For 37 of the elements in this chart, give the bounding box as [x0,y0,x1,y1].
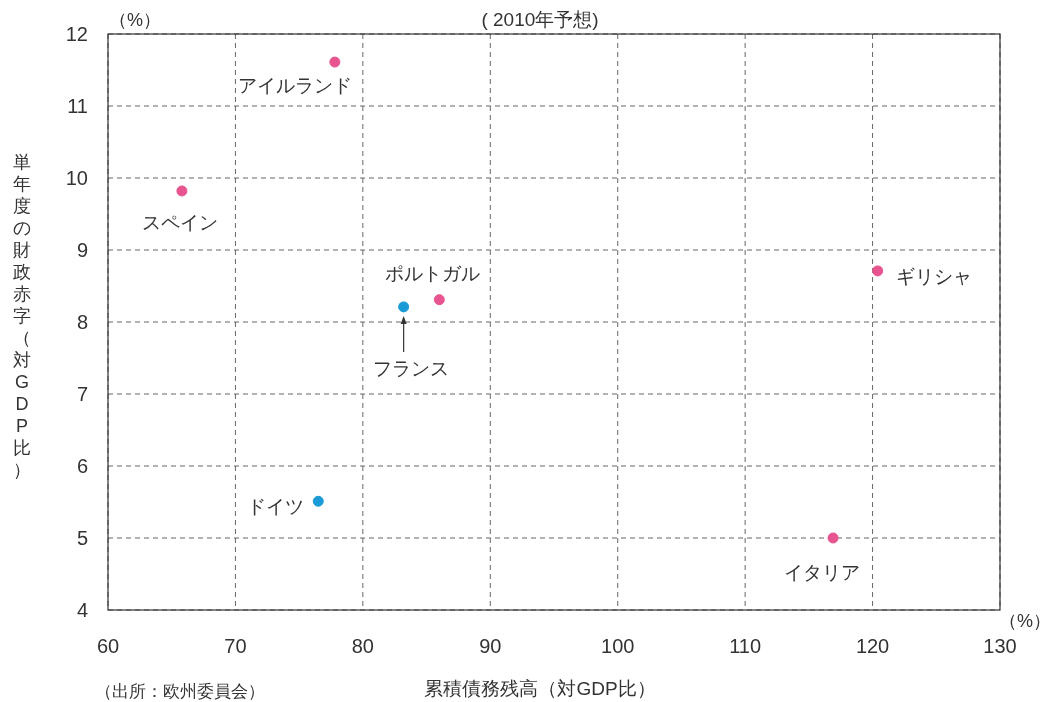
y-tick-label: 11 [67,95,88,117]
x-tick-label: 70 [224,635,247,657]
text: （%） [108,10,162,30]
y-tick-label: 9 [76,239,88,261]
y-tick-label: 10 [65,167,88,189]
x-tick-label: 120 [855,635,890,657]
annotation: ギリシャ [895,265,972,287]
chart-title: ( 2010年予想) [481,9,599,30]
point [827,532,839,544]
annotation: ポルトガル [384,262,480,284]
y-tick-label: 4 [76,599,88,621]
y-tick-label: 8 [76,311,88,333]
x-tick-label: 90 [479,635,502,657]
x-tick-label: 60 [96,635,120,657]
point [176,185,188,197]
x-tick-label: 100 [601,635,635,657]
point [329,56,341,68]
annotation: フランス [372,357,449,379]
x-tick-label: 110 [729,635,762,657]
point [398,301,410,313]
y-tick-label: 5 [76,527,88,549]
y-tick-label: 6 [76,455,88,477]
annotation: アイルランド [237,75,352,97]
y-tick-label: 12 [65,23,88,45]
point [312,495,324,507]
point [872,265,884,277]
text: （%） [998,611,1052,631]
text: （出所：欧州委員会） [95,682,265,701]
point [433,294,445,306]
x-tick-label: 130 [983,635,1017,657]
text: 単年度の財政赤字（対GDP比） [13,152,31,480]
y-tick-label: 7 [76,383,88,405]
x-axis-title: 累積債務残高（対GDP比） [424,678,656,699]
annotation: ドイツ [246,496,304,518]
annotation: スペイン [141,211,218,233]
annotation: イタリア [784,562,861,583]
x-tick-label: 80 [351,635,374,657]
